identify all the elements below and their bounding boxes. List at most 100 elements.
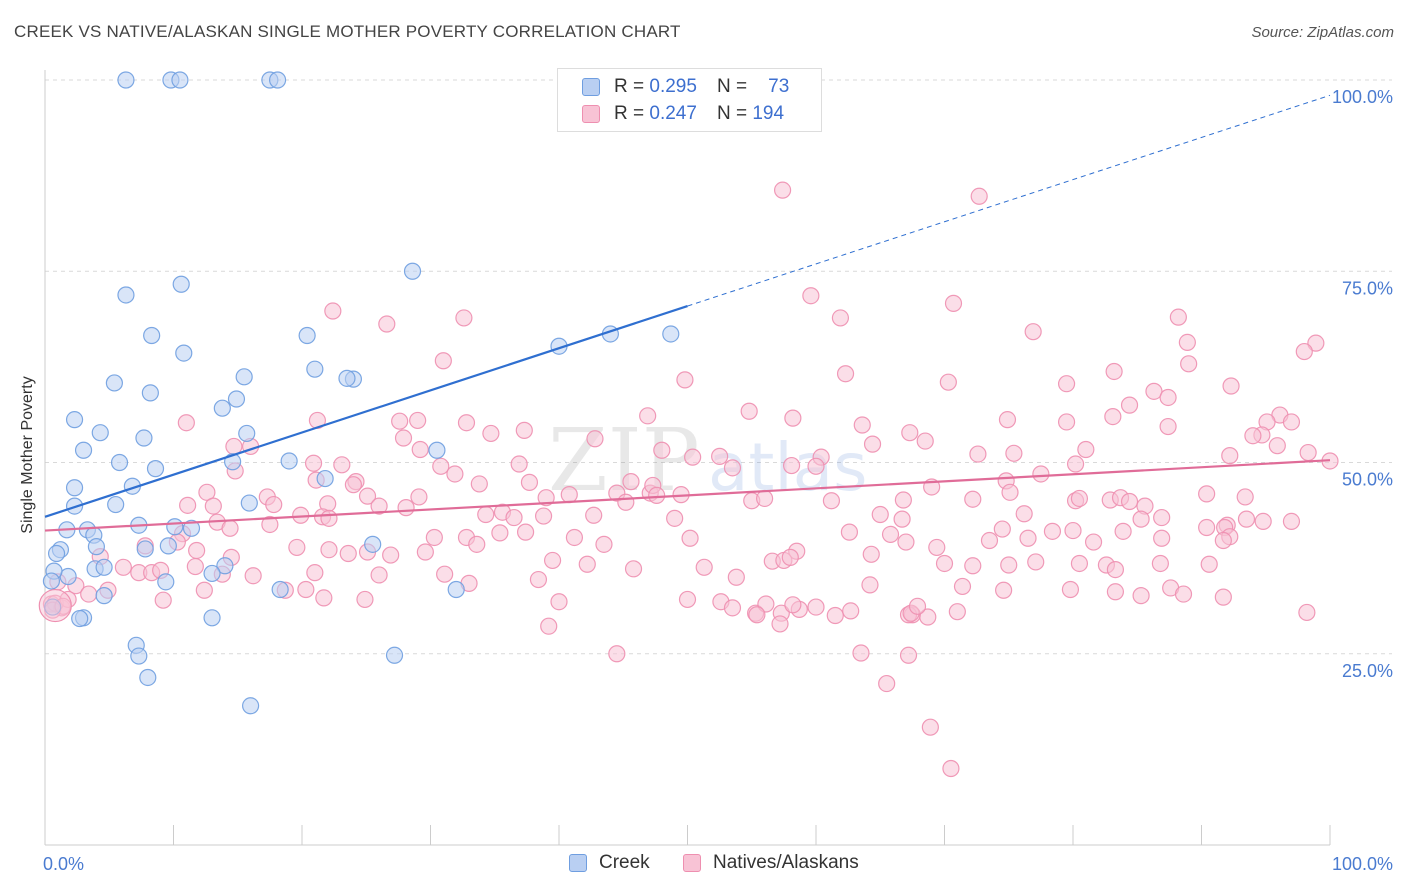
data-point <box>826 606 844 625</box>
data-point <box>953 577 972 596</box>
data-point <box>942 759 960 778</box>
data-point <box>595 535 613 553</box>
data-point <box>1070 489 1089 508</box>
data-point <box>378 315 396 333</box>
data-point <box>1244 427 1262 445</box>
data-point <box>1132 587 1150 605</box>
data-point <box>110 453 129 472</box>
data-point <box>1077 440 1095 459</box>
data-point <box>364 535 382 553</box>
data-point <box>1214 531 1232 550</box>
y-tick-labels: 25.0% 50.0% 75.0% 100.0% <box>1332 87 1393 681</box>
data-point <box>385 646 404 664</box>
data-point <box>723 599 742 617</box>
series-natives <box>42 181 1339 778</box>
data-point <box>807 598 825 616</box>
data-point <box>1043 522 1062 540</box>
data-point <box>807 457 825 475</box>
data-point <box>117 286 135 304</box>
data-point <box>288 538 306 557</box>
data-point <box>681 529 699 547</box>
data-point <box>550 593 568 611</box>
y-tick-label: 25.0% <box>1342 661 1393 681</box>
data-point <box>916 432 934 450</box>
legend-row-natives: R = 0.247 N = 194 <box>582 101 784 127</box>
data-point <box>901 424 919 442</box>
data-point <box>543 551 562 570</box>
data-point <box>221 519 239 537</box>
data-point <box>240 494 258 512</box>
data-point <box>678 590 697 609</box>
data-point <box>773 181 792 199</box>
data-point <box>840 523 859 541</box>
data-point <box>306 360 324 378</box>
legend-label-natives: Natives/Alaskans <box>713 852 859 873</box>
data-point <box>1295 342 1313 361</box>
legend-n-value: 73 <box>768 76 790 97</box>
data-point <box>842 602 860 620</box>
data-point <box>238 424 256 443</box>
data-point <box>157 573 175 591</box>
data-point <box>560 486 578 504</box>
data-point <box>964 490 982 508</box>
data-point <box>897 533 915 551</box>
data-point <box>315 589 333 607</box>
data-point <box>871 505 889 524</box>
data-point <box>653 441 671 459</box>
data-point <box>964 557 982 575</box>
data-point <box>339 544 357 563</box>
data-point <box>1145 382 1163 400</box>
data-point <box>782 456 801 475</box>
source-label: Source: ZipAtlas.com <box>1251 24 1394 41</box>
legend-swatch-creek <box>569 854 587 872</box>
data-point <box>1120 396 1139 414</box>
data-point <box>213 399 231 417</box>
data-point <box>1159 417 1177 436</box>
data-point <box>457 414 476 432</box>
data-point <box>188 541 206 560</box>
data-point <box>578 555 596 573</box>
data-point <box>235 368 253 386</box>
data-point <box>177 414 195 432</box>
data-point <box>1236 488 1254 506</box>
data-point <box>370 566 388 584</box>
data-point <box>141 384 159 402</box>
legend-item-creek[interactable]: Creek <box>569 852 650 874</box>
data-point <box>1200 555 1218 573</box>
data-point <box>662 325 680 343</box>
data-point <box>1005 444 1023 462</box>
x-tick-label: 0.0% <box>43 854 84 874</box>
data-point <box>1169 308 1187 326</box>
data-point <box>822 492 841 510</box>
data-point <box>995 581 1013 599</box>
data-point <box>38 588 72 623</box>
data-point <box>893 510 911 528</box>
data-point <box>298 326 316 345</box>
legend-item-natives[interactable]: Natives/Alaskans <box>683 852 859 874</box>
data-point <box>1178 333 1196 351</box>
chart-title: CREEK VS NATIVE/ALASKAN SINGLE MOTHER PO… <box>14 22 681 41</box>
data-point <box>80 585 98 603</box>
data-point <box>358 487 377 505</box>
data-point <box>534 507 553 525</box>
data-point <box>1307 334 1325 352</box>
data-point <box>416 543 434 561</box>
data-point <box>617 493 635 511</box>
data-point <box>784 409 802 427</box>
data-point <box>135 429 153 447</box>
axes <box>44 70 1331 846</box>
data-point <box>639 407 657 425</box>
data-point <box>948 603 966 621</box>
data-point <box>344 476 362 494</box>
data-point <box>179 496 197 514</box>
legend-r-value: 0.295 <box>649 76 697 97</box>
data-point <box>397 499 415 517</box>
data-point <box>117 71 135 89</box>
data-point <box>624 560 643 578</box>
data-point <box>862 545 880 563</box>
data-point <box>159 537 177 555</box>
data-point <box>227 390 246 408</box>
data-point <box>648 486 666 504</box>
legend-label-creek: Creek <box>599 852 650 873</box>
